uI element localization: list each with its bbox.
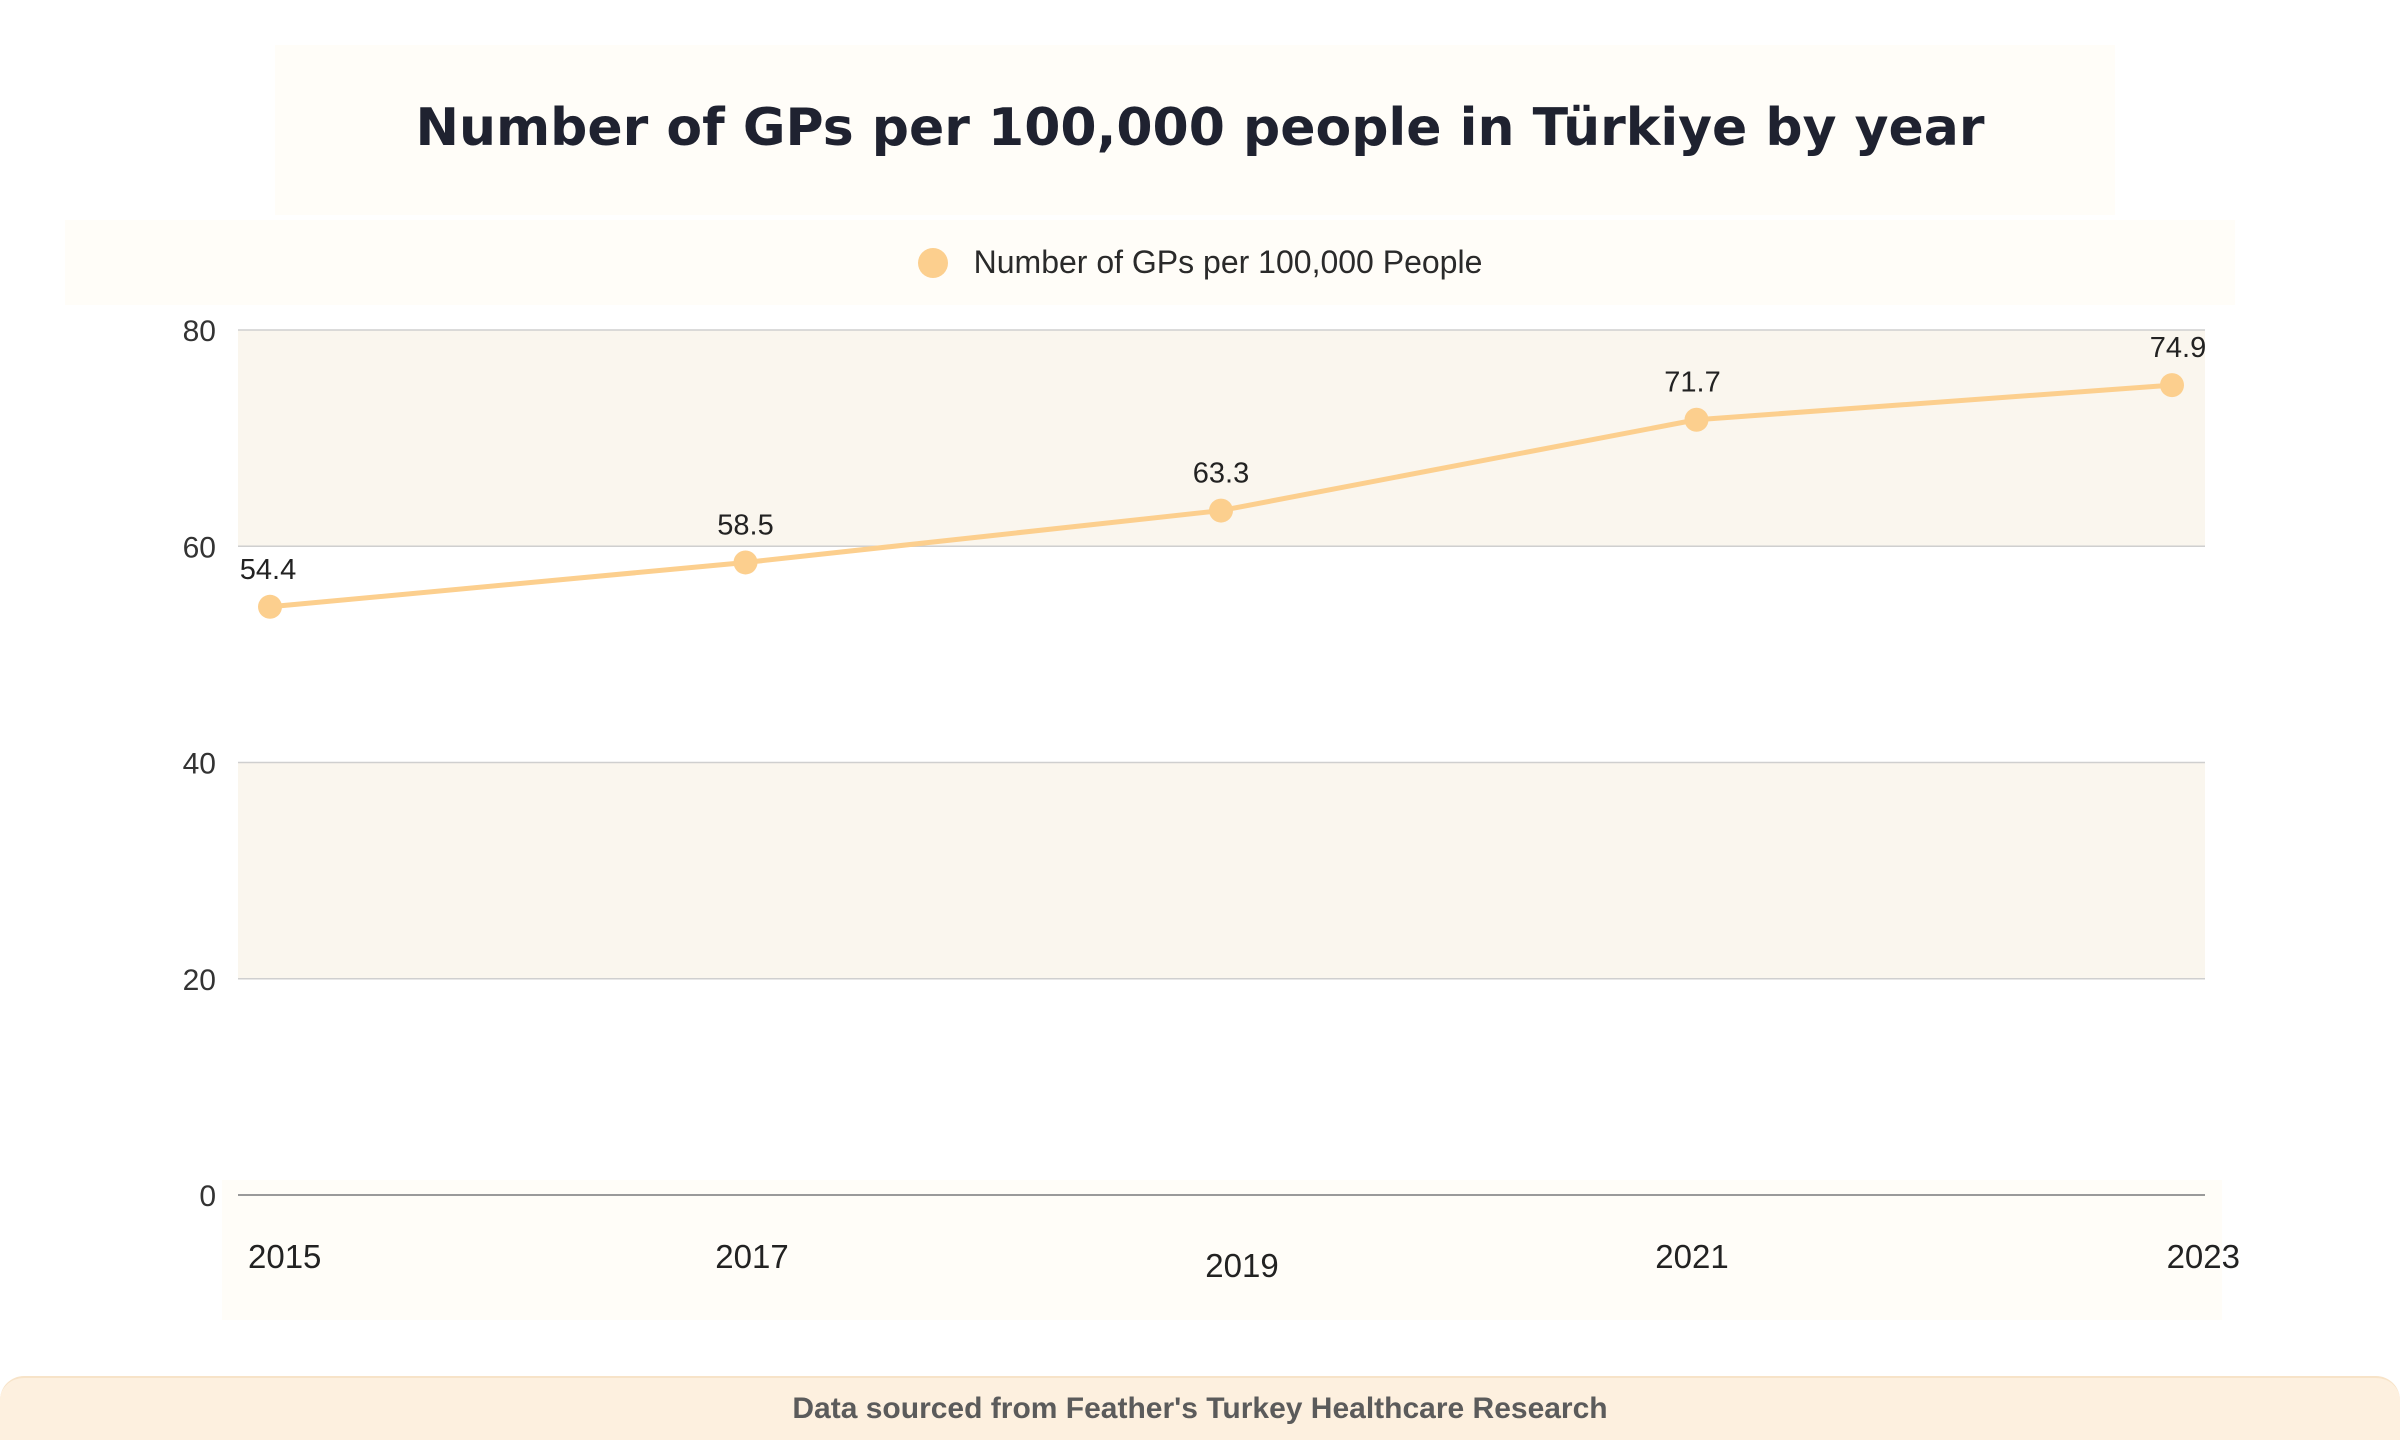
legend-panel [65,220,2235,305]
data-label: 74.9 [2150,332,2206,364]
y-tick-label: 40 [183,748,216,781]
x-axis-panel [222,1180,2222,1320]
data-point [2160,373,2184,398]
chart-title: Number of GPs per 100,000 people in Türk… [415,98,1985,158]
data-label: 58.5 [717,509,773,541]
y-tick-label: 60 [183,531,216,564]
data-label: 54.4 [240,554,296,586]
y-tick-label: 20 [183,964,216,997]
x-tick-label: 2017 [715,1238,788,1275]
plot-band [238,762,2205,979]
data-point [258,594,282,619]
legend-label: Number of GPs per 100,000 People [973,244,1483,280]
x-tick-label: 2019 [1205,1247,1278,1284]
title-panel [275,45,2115,215]
y-tick-label: 80 [183,315,216,348]
chart-legend: Number of GPs per 100,000 People [0,244,2400,281]
x-tick-label: 2015 [248,1238,321,1275]
y-tick-label: 0 [199,1180,216,1213]
x-tick-label: 2023 [2167,1238,2240,1275]
x-tick-label: 2021 [1655,1238,1728,1275]
data-point [733,550,758,575]
data-point [1684,407,1709,432]
legend-swatch-icon [917,247,948,278]
data-label: 63.3 [1193,458,1249,490]
source-footer: Data sourced from Feather's Turkey Healt… [0,1376,2400,1440]
data-point [1209,498,1233,523]
source-text: Data sourced from Feather's Turkey Healt… [792,1392,1608,1425]
data-label: 71.7 [1664,367,1720,399]
